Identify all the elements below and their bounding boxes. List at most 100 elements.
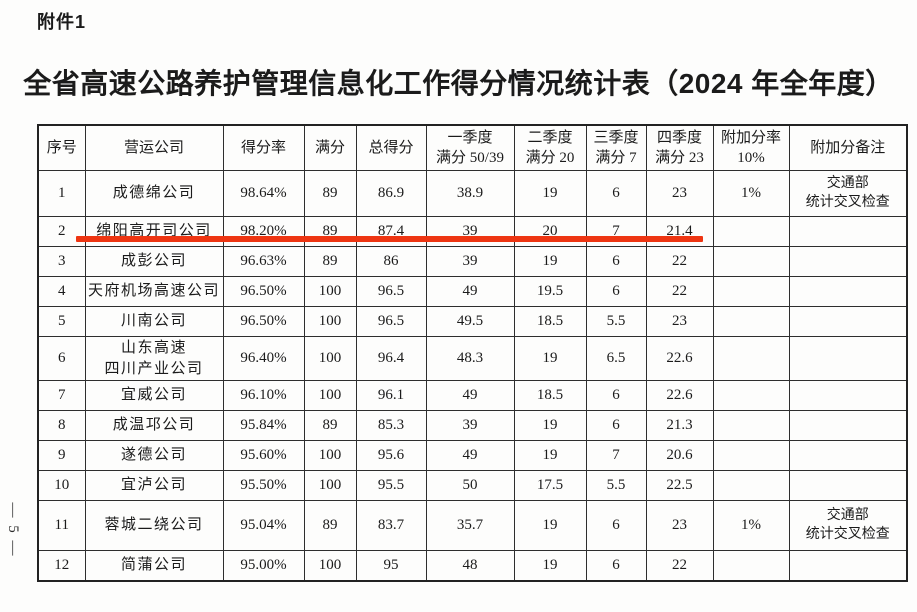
cell-q4: 22	[645, 246, 714, 277]
cell-q3: 7	[585, 440, 647, 471]
cell-full: 100	[303, 440, 357, 471]
cell-remark	[788, 336, 908, 381]
cell-no: 3	[37, 246, 86, 277]
cell-remark	[788, 246, 908, 277]
cell-rate: 95.84%	[222, 410, 305, 441]
cell-q3: 6	[585, 550, 647, 581]
cell-remark	[788, 276, 908, 307]
cell-q3: 6	[585, 380, 647, 411]
table-row: 3 成彭公司 96.63% 89 86 39 19 6 22	[37, 246, 908, 277]
cell-q2: 17.5	[513, 470, 587, 501]
cell-full: 89	[303, 500, 357, 551]
header-cell-bonus: 附加分率 10%	[712, 124, 790, 171]
cell-company: 宜威公司	[84, 380, 224, 411]
cell-q1: 49.5	[425, 306, 515, 337]
cell-remark	[788, 380, 908, 411]
page-title: 全省高速公路养护管理信息化工作得分情况统计表（2024 年全年度）	[23, 68, 894, 99]
cell-q1: 39	[425, 246, 515, 277]
cell-q3: 6	[585, 500, 647, 551]
cell-remark	[788, 410, 908, 441]
cell-remark	[788, 550, 908, 581]
cell-rate: 96.10%	[222, 380, 305, 411]
cell-bonus	[712, 470, 790, 501]
cell-total: 95.6	[355, 440, 427, 471]
cell-bonus: 1%	[712, 500, 790, 551]
cell-q3: 6	[585, 276, 647, 307]
table-row: 10 宜泸公司 95.50% 100 95.5 50 17.5 5.5 22.5	[37, 470, 908, 501]
cell-rate: 95.04%	[222, 500, 305, 551]
page-number: — 5 —	[5, 502, 21, 558]
cell-q1: 49	[425, 276, 515, 307]
cell-bonus	[712, 246, 790, 277]
table-row: 7 宜威公司 96.10% 100 96.1 49 18.5 6 22.6	[37, 380, 908, 411]
cell-total: 87.4	[355, 216, 427, 247]
cell-total: 86.9	[355, 170, 427, 217]
cell-bonus	[712, 380, 790, 411]
score-table-header: 序号 营运公司 得分率 满分 总得分 一季度 满分 50/39 二季度 满分 20 三季度 满…	[37, 124, 908, 171]
cell-full: 100	[303, 380, 357, 411]
cell-rate: 95.60%	[222, 440, 305, 471]
cell-q2: 19	[513, 336, 587, 381]
cell-company: 山东高速 四川产业公司	[84, 336, 224, 381]
cell-q4: 22.6	[645, 336, 714, 381]
cell-q3: 5.5	[585, 470, 647, 501]
cell-q4: 23	[645, 170, 714, 217]
cell-q2: 19	[513, 246, 587, 277]
cell-q1: 35.7	[425, 500, 515, 551]
cell-remark	[788, 440, 908, 471]
cell-q2: 18.5	[513, 306, 587, 337]
cell-no: 11	[37, 500, 86, 551]
cell-total: 96.4	[355, 336, 427, 381]
cell-company: 成彭公司	[84, 246, 224, 277]
cell-company: 宜泸公司	[84, 470, 224, 501]
cell-total: 85.3	[355, 410, 427, 441]
cell-remark	[788, 306, 908, 337]
table-row: 9 遂德公司 95.60% 100 95.6 49 19 7 20.6	[37, 440, 908, 471]
cell-q1: 38.9	[425, 170, 515, 217]
cell-q4: 22.6	[645, 380, 714, 411]
cell-q2: 19	[513, 500, 587, 551]
header-cell-total: 总得分	[355, 124, 427, 171]
cell-remark	[788, 470, 908, 501]
header-cell-rate: 得分率	[222, 124, 305, 171]
cell-q2: 20	[513, 216, 587, 247]
cell-company: 川南公司	[84, 306, 224, 337]
cell-full: 100	[303, 550, 357, 581]
cell-no: 4	[37, 276, 86, 307]
cell-q3: 5.5	[585, 306, 647, 337]
cell-company: 成温邛公司	[84, 410, 224, 441]
score-table-body: 1 成德绵公司 98.64% 89 86.9 38.9 19 6 23 1% 交通部 统计交叉检查 2…	[37, 170, 908, 581]
cell-company: 绵阳高开司公司	[84, 216, 224, 247]
cell-bonus	[712, 550, 790, 581]
cell-q3: 6	[585, 246, 647, 277]
table-row: 5 川南公司 96.50% 100 96.5 49.5 18.5 5.5 23	[37, 306, 908, 337]
cell-full: 100	[303, 276, 357, 307]
cell-bonus	[712, 440, 790, 471]
cell-q3: 6	[585, 410, 647, 441]
cell-full: 100	[303, 306, 357, 337]
cell-q1: 50	[425, 470, 515, 501]
cell-rate: 95.00%	[222, 550, 305, 581]
cell-total: 96.1	[355, 380, 427, 411]
cell-rate: 96.40%	[222, 336, 305, 381]
table-row: 1 成德绵公司 98.64% 89 86.9 38.9 19 6 23 1% 交通部 统计交叉检查	[37, 170, 908, 217]
table-row: 2 绵阳高开司公司 98.20% 89 87.4 39 20 7 21.4	[37, 216, 908, 247]
cell-no: 1	[37, 170, 86, 217]
cell-q3: 6.5	[585, 336, 647, 381]
cell-total: 86	[355, 246, 427, 277]
cell-q4: 23	[645, 500, 714, 551]
header-cell-no: 序号	[37, 124, 86, 171]
cell-company: 天府机场高速公司	[84, 276, 224, 307]
cell-q4: 22.5	[645, 470, 714, 501]
cell-company: 遂德公司	[84, 440, 224, 471]
cell-no: 9	[37, 440, 86, 471]
cell-no: 12	[37, 550, 86, 581]
cell-q2: 19	[513, 410, 587, 441]
cell-q2: 18.5	[513, 380, 587, 411]
score-table: 序号 营运公司 得分率 满分 总得分 一季度 满分 50/39 二季度 满分 20 三季度 满…	[37, 124, 908, 582]
cell-rate: 96.63%	[222, 246, 305, 277]
header-cell-q3: 三季度 满分 7	[585, 124, 647, 171]
cell-q1: 48	[425, 550, 515, 581]
header-cell-q1: 一季度 满分 50/39	[425, 124, 515, 171]
